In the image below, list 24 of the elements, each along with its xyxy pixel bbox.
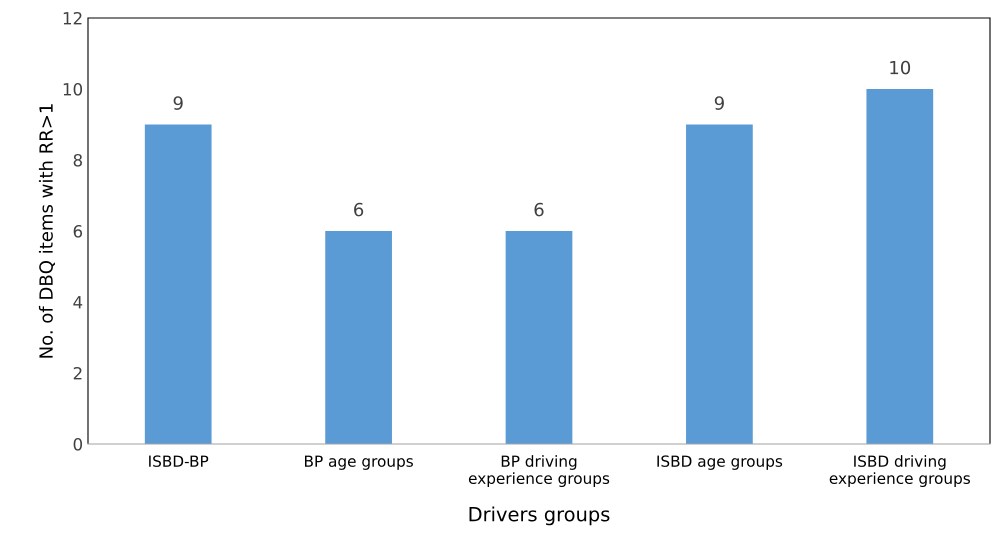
data-label: 6 xyxy=(534,202,544,216)
data-label: 9 xyxy=(174,96,183,110)
data-label: 6 xyxy=(354,202,364,216)
y-tick-label: 8 xyxy=(74,154,82,167)
y-tick-label: 6 xyxy=(74,224,82,238)
data-label: 10 xyxy=(890,60,910,74)
x-tick-label: ISBD driving experience groups xyxy=(830,455,970,488)
y-tick-label: 0 xyxy=(74,438,82,451)
y-tick-label: 12 xyxy=(64,12,82,24)
bar xyxy=(506,231,572,444)
y-axis-title: No. of DBQ items with RR>1 xyxy=(38,104,55,358)
x-axis-title: Drivers groups xyxy=(470,506,610,526)
y-tick-label: 10 xyxy=(64,82,82,96)
x-tick-label: BP age groups xyxy=(305,456,413,470)
y-tick-label: 2 xyxy=(74,366,82,380)
data-label: 9 xyxy=(714,96,724,110)
x-tick-label: ISBD-BP xyxy=(149,455,208,467)
x-tick-label: BP driving experience groups xyxy=(468,455,610,488)
bar xyxy=(144,124,212,444)
x-tick-label: ISBD age groups xyxy=(657,455,782,470)
y-tick-label: 4 xyxy=(73,296,82,308)
bar xyxy=(866,89,934,444)
bar xyxy=(686,124,753,444)
bar xyxy=(325,231,392,444)
